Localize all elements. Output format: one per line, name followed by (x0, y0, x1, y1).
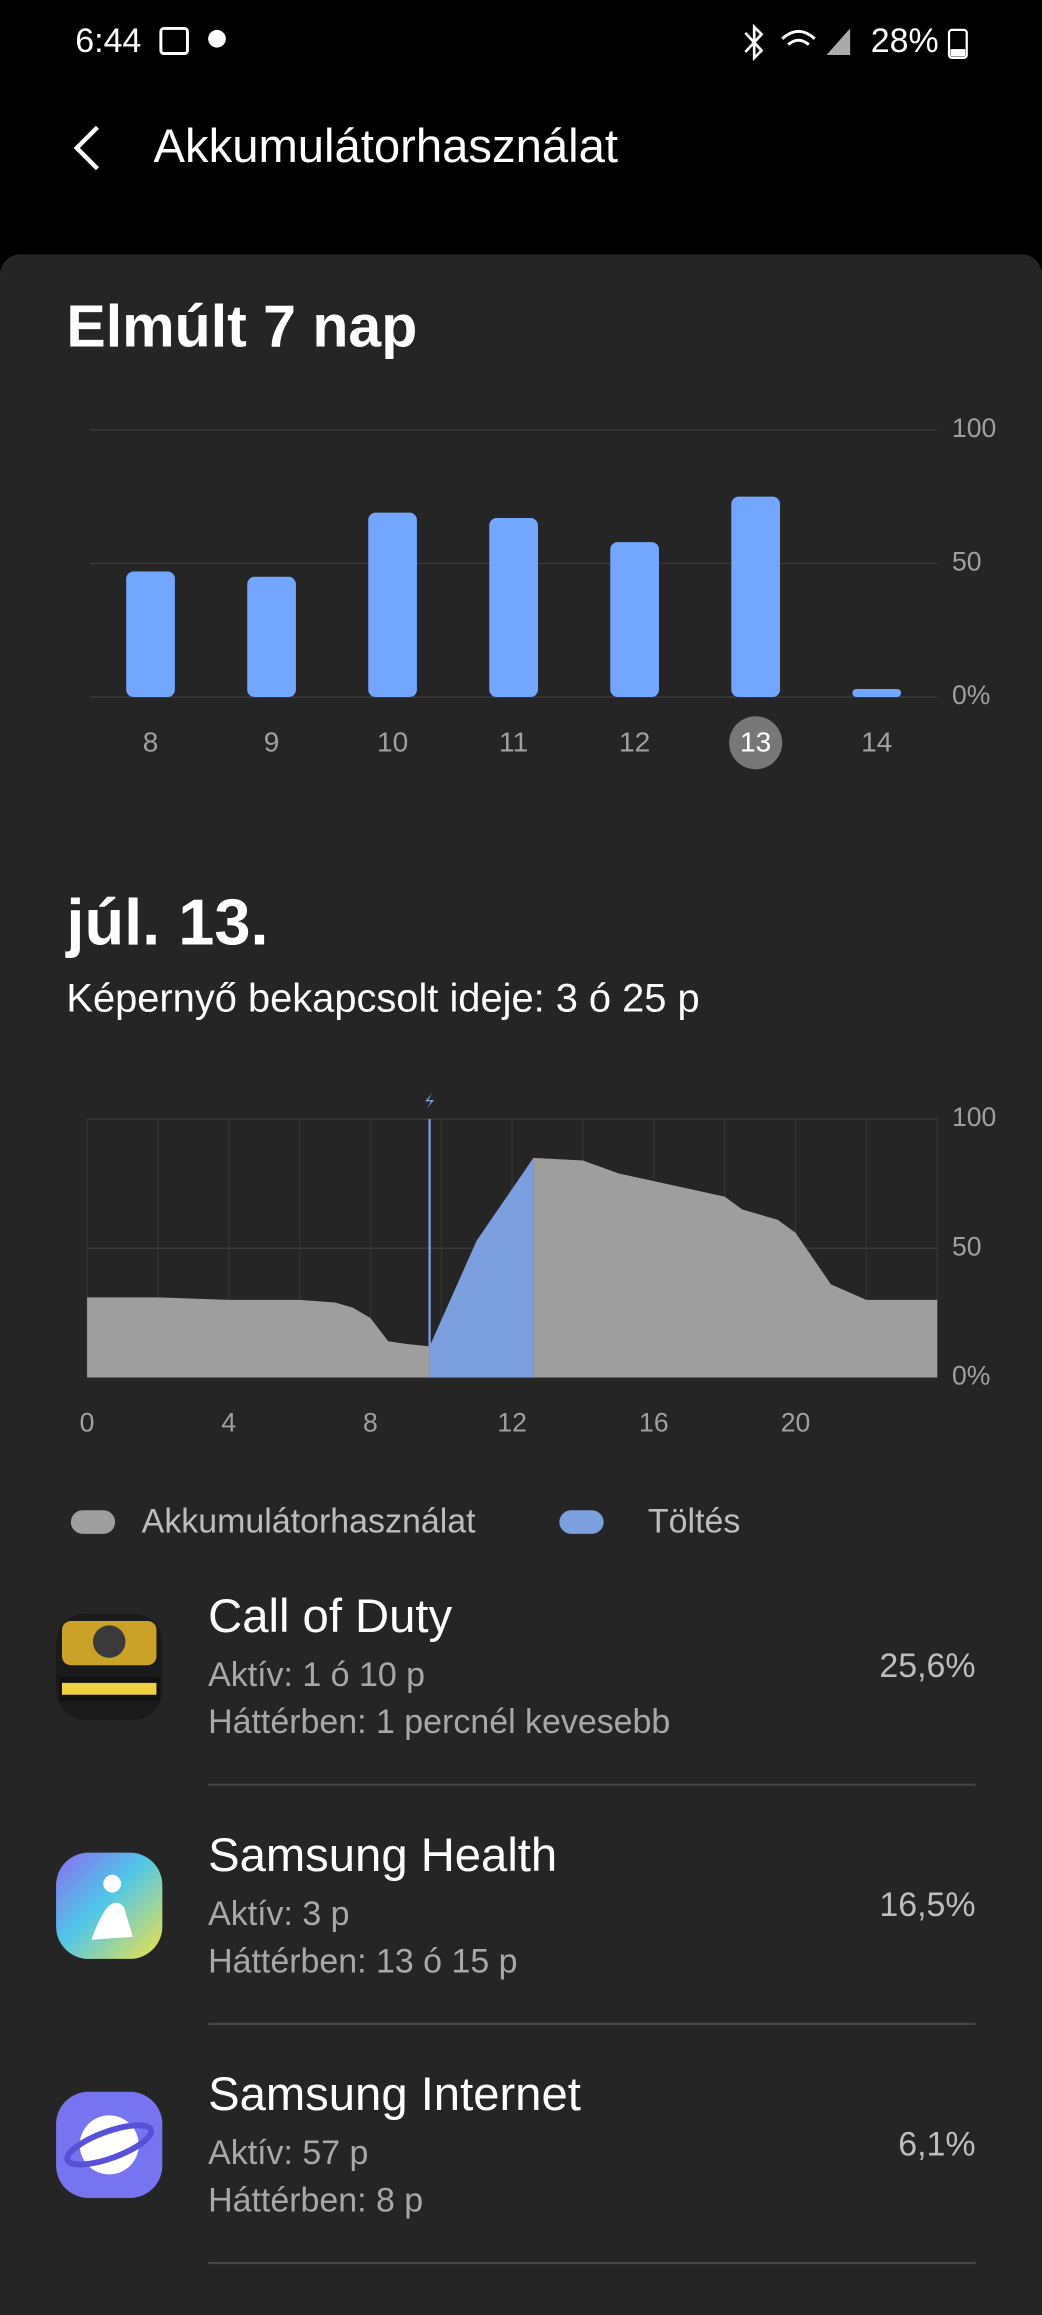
app-background: Háttérben: 1 percnél kevesebb (208, 1703, 670, 1741)
bulb-icon (208, 29, 226, 48)
app-icon-internet (56, 2091, 163, 2199)
app-icon-cod (56, 1613, 163, 1720)
back-button[interactable] (73, 125, 99, 171)
app-active: Aktív: 1 ó 10 p (208, 1656, 425, 1694)
battery-icon (947, 28, 968, 60)
status-battery: 28% (871, 22, 939, 60)
y-tick-label: 100 (952, 413, 996, 443)
day-chart: 0% 50 100 0 4 8 12 16 20 (80, 1092, 996, 1438)
bar (610, 542, 659, 698)
status-time: 6:44 (75, 22, 141, 60)
app-background: Háttérben: 8 p (208, 2181, 423, 2219)
bar (852, 688, 902, 698)
y-tick-label: 50 (952, 1231, 982, 1261)
bar (126, 571, 175, 698)
x-tick-label: 8 (143, 727, 159, 758)
app-background: Háttérben: 13 ó 15 p (208, 1942, 517, 1980)
legend-label: Akkumulátorhasználat (142, 1502, 476, 1540)
x-tick-label: 10 (377, 727, 408, 758)
bar (731, 496, 781, 698)
x-tick-label: 12 (497, 1408, 527, 1438)
y-tick-label: 100 (952, 1102, 996, 1132)
battery-level (950, 49, 966, 57)
app-icon-health (56, 1852, 163, 1959)
weekly-title: Elmúlt 7 nap (66, 294, 417, 360)
area (87, 1157, 938, 1378)
app-name: Samsung Health (208, 1829, 557, 1882)
app-active: Aktív: 57 p (208, 2134, 368, 2172)
screen-time: Képernyő bekapcsolt ideje: 3 ó 25 p (66, 977, 699, 1021)
weekly-chart: 0% 50 100 8 9 10 11 12 13 14 (90, 413, 996, 770)
x-tick-label: 20 (781, 1408, 811, 1438)
bar (368, 512, 417, 698)
bar (489, 518, 538, 698)
x-tick-label: 9 (264, 727, 280, 758)
legend-swatch (559, 1510, 604, 1534)
x-tick-label: 4 (221, 1408, 236, 1438)
app-percent: 25,6% (879, 1647, 975, 1685)
x-tick-label: 8 (363, 1408, 378, 1438)
x-tick-label: 0 (80, 1408, 95, 1438)
x-tick-label: 14 (861, 727, 892, 758)
legend: Akkumulátorhasználat Töltés (70, 1502, 740, 1540)
x-tick-label: 16 (639, 1408, 669, 1438)
day-date: júl. 13. (64, 885, 268, 958)
y-tick-label: 0% (952, 680, 990, 710)
app-active: Aktív: 3 p (208, 1895, 349, 1933)
area (429, 1157, 534, 1378)
header-title: Akkumulátorhasználat (153, 120, 618, 173)
legend-label: Töltés (648, 1502, 740, 1540)
wifi-icon (781, 29, 816, 46)
app-name: Call of Duty (208, 1590, 452, 1643)
y-tick-label: 0% (952, 1360, 990, 1390)
app-name: Samsung Internet (208, 2068, 581, 2121)
gallery-icon (159, 26, 189, 55)
x-tick-label: 12 (619, 727, 650, 758)
app-list: Call of Duty Aktív: 1 ó 10 p Háttérben: 1 … (208, 1590, 976, 2265)
app-percent: 16,5% (879, 1886, 975, 1924)
x-tick-label: 13 (740, 727, 771, 758)
app-percent: 6,1% (898, 2125, 975, 2163)
bar (247, 576, 296, 698)
legend-swatch (70, 1510, 116, 1534)
selected-day (729, 716, 783, 770)
y-tick-label: 50 (952, 546, 982, 576)
x-tick-label: 11 (499, 727, 528, 758)
bluetooth-icon (744, 23, 764, 62)
charge-bolt (425, 1092, 435, 1109)
